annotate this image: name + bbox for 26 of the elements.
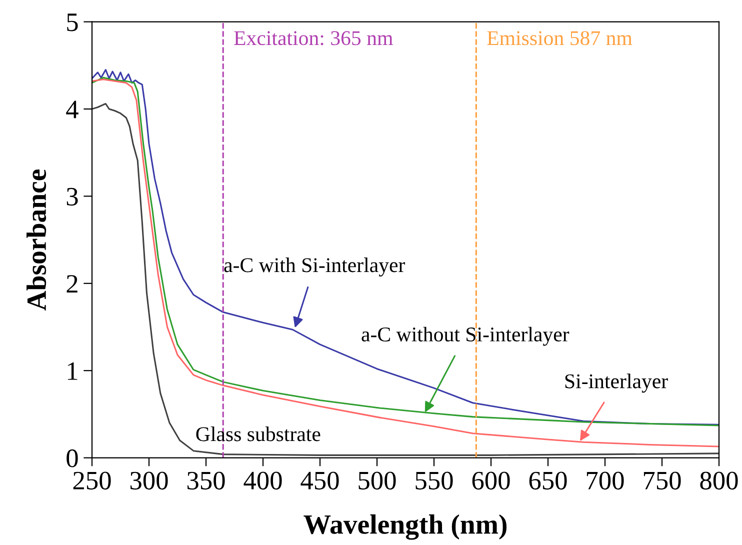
x-tick-label: 700 (586, 472, 624, 490)
y-tick-label: 5 (67, 14, 78, 32)
x-tick-label: 250 (73, 472, 111, 490)
x-tick-label: 650 (529, 472, 567, 490)
ref-line-label: Excitation: 365 nm (234, 31, 393, 46)
annotation: Glass substrate (196, 426, 320, 442)
x-axis-title: Wavelength (nm) (304, 514, 507, 540)
ref-line-label: Emission 587 nm (487, 31, 632, 46)
y-axis-title: Absorbance (26, 170, 46, 311)
x-tick-label: 300 (130, 472, 168, 490)
annotation: Si-interlayer (565, 374, 668, 393)
x-tick-label: 600 (472, 472, 510, 490)
y-tick-label: 2 (66, 275, 78, 293)
x-tick-label: 800 (700, 472, 738, 490)
x-tick-label: 350 (187, 472, 225, 490)
x-tick-label: 450 (300, 472, 339, 490)
x-tick-label: 550 (416, 472, 453, 490)
y-tick-label: 4 (66, 100, 78, 118)
x-tick-label: 750 (644, 472, 681, 490)
y-tick-label: 1 (68, 362, 78, 380)
x-tick-label: 400 (244, 472, 282, 490)
y-tick-label: 0 (66, 449, 78, 468)
annotation: a-C with Si-interlayer (224, 258, 406, 276)
y-tick-label: 3 (66, 188, 78, 206)
x-tick-label: 500 (358, 472, 396, 490)
annotation: a-C without Si-interlayer (362, 326, 570, 346)
